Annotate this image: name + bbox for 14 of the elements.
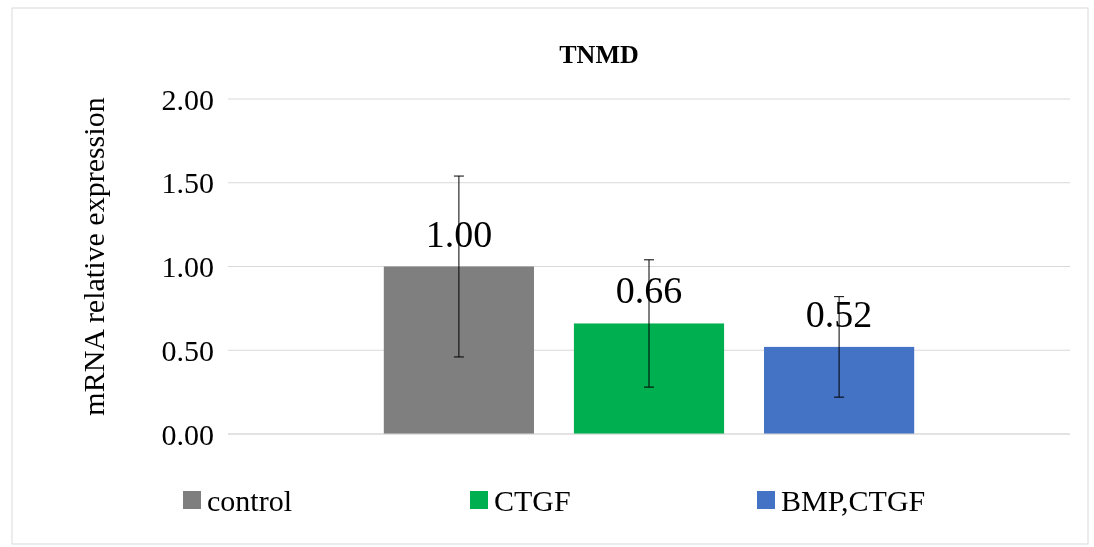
legend-label: BMP,CTGF [781,483,926,517]
y-tick-label: 2.00 [161,82,214,116]
y-axis-title: mRNA relative expression [77,97,110,416]
bar [573,323,725,434]
y-tick-label: 0.00 [161,417,214,451]
bar [764,346,915,434]
legend-label: control [207,483,292,517]
data-label: 0.66 [615,269,683,312]
y-tick-label: 1.50 [161,166,214,200]
y-tick-label: 0.50 [161,333,214,367]
bar [383,266,534,434]
y-tick-label: 1.00 [161,250,214,283]
legend-label: CTGF [494,483,571,517]
chart-title: TNMD [559,40,639,69]
